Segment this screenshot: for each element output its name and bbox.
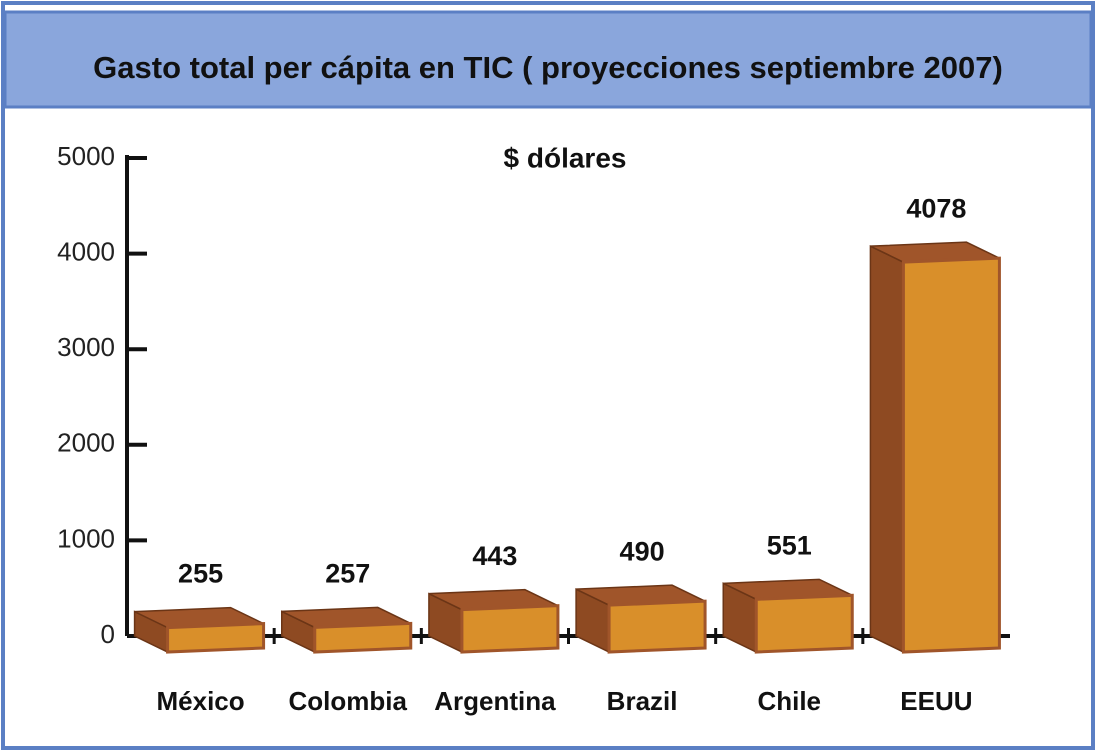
value-label: 4078: [906, 193, 966, 223]
value-label: 551: [767, 530, 812, 560]
bar: [722, 578, 854, 654]
y-tick-label: 0: [101, 619, 115, 649]
x-tick-label: EEUU: [900, 686, 972, 716]
value-label: 490: [620, 536, 665, 566]
y-tick-label: 2000: [57, 428, 115, 458]
value-label: 255: [178, 559, 223, 589]
x-tick-label: Argentina: [434, 686, 556, 716]
bar-front: [607, 599, 707, 654]
x-tick-label: México: [157, 686, 245, 716]
bar-front: [754, 593, 854, 654]
y-tick-label: 4000: [57, 236, 115, 266]
bar: [281, 606, 413, 654]
bar-front: [460, 604, 560, 654]
x-tick-label: Chile: [757, 686, 821, 716]
title-bar: [3, 10, 1093, 109]
bar-front: [166, 622, 266, 654]
bar: [575, 584, 707, 654]
y-tick-label: 5000: [57, 141, 115, 171]
bar: [869, 241, 1001, 654]
x-tick-label: Colombia: [289, 686, 408, 716]
bar: [133, 606, 266, 654]
x-tick-label: Brazil: [607, 686, 678, 716]
bar-front: [901, 256, 1001, 654]
y-tick-label: 3000: [57, 332, 115, 362]
chart-subtitle: $ dólares: [504, 142, 627, 173]
value-label: 443: [472, 541, 517, 571]
bar: [428, 588, 560, 654]
bar-side: [869, 244, 905, 654]
chart-title: Gasto total per cápita en TIC ( proyecci…: [93, 50, 1003, 85]
bar-front: [313, 621, 413, 654]
y-tick-label: 1000: [57, 523, 115, 553]
value-label: 257: [325, 559, 370, 589]
